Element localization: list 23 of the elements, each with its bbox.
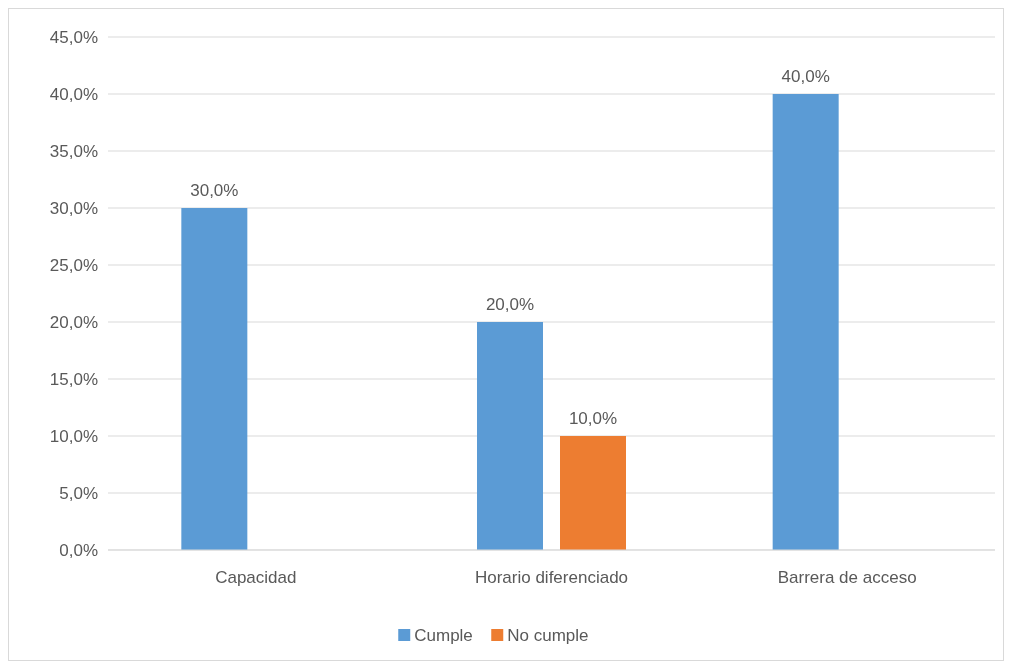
y-tick-label: 5,0% (59, 483, 98, 503)
bar (181, 208, 248, 550)
x-tick-label: Capacidad (215, 568, 297, 587)
bar (772, 94, 839, 550)
bar (560, 436, 626, 550)
x-tick-label: Barrera de acceso (777, 568, 917, 587)
y-tick-label: 0,0% (59, 540, 98, 560)
y-tick-label: 20,0% (49, 312, 98, 332)
data-label: 10,0% (568, 409, 618, 428)
x-tick-label: Horario diferenciado (474, 568, 629, 587)
y-tick-label: 15,0% (49, 369, 98, 389)
legend-label: Cumple (414, 625, 473, 645)
legend-label: No cumple (507, 625, 589, 645)
data-label: 30,0% (190, 181, 239, 200)
bar (477, 322, 543, 550)
y-tick-label: 45,0% (49, 27, 98, 47)
y-tick-label: 10,0% (49, 426, 98, 446)
y-tick-label: 35,0% (49, 141, 98, 161)
data-label: 20,0% (485, 295, 535, 314)
y-tick-label: 25,0% (49, 255, 98, 275)
y-tick-label: 30,0% (49, 198, 98, 218)
y-tick-label: 40,0% (49, 84, 98, 104)
data-label: 40,0% (781, 67, 830, 86)
